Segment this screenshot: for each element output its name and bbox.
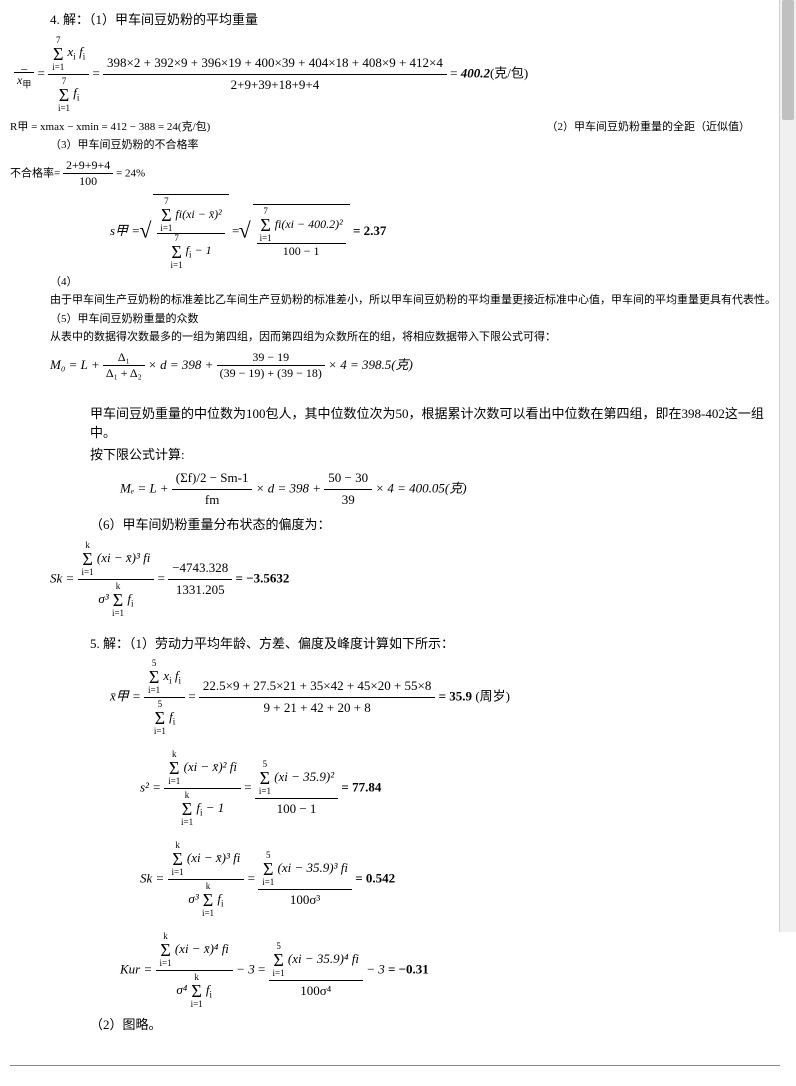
q5-skew-num: (xi − x̄)³ fi [187,850,240,865]
median-num2: 50 − 30 [324,468,372,490]
skew-result: = −3.5632 [236,570,290,585]
q4-sd-formula: s甲 = 7Σi=1 fi(xi − x̄)² 7Σi=1 fi − 1 = 7… [110,194,780,270]
q5-mean-unit: (周岁) [475,689,510,704]
skew-lhs: Sk = [50,570,74,585]
q5-var-lhs: s² = [140,780,161,795]
q5-mean-lhs: x̄甲 = [110,689,141,704]
mode-lhs: M₀ = L + [50,357,100,372]
sd-den: 100 − 1 [257,244,346,260]
mean-den: 2+9+39+18+9+4 [103,75,447,96]
q5-var-num2: (xi − 35.9)² [274,769,334,784]
skew-eqnum: −4743.328 [168,558,232,580]
q5-kurt-num: (xi − x̄)⁴ fi [175,941,229,956]
reject-prefix: 不合格率= [10,167,60,179]
q5-skew-lhs: Sk = [140,871,164,886]
sub-jia: 甲 [22,80,31,90]
document-page: 4. 解：（1）甲车间豆奶粉的平均重量 _ x甲 = 7Σi=1 xi fi 7… [0,0,790,1086]
mode-d1: Δ₁ [103,350,145,367]
q4-reject-formula: 不合格率= 2+9+9+4 100 = 24% [10,158,780,190]
q4-skew-formula: Sk = kΣi=1 (xi − x̄)³ fi σ³ kΣi=1 fi = −… [50,539,780,620]
q5-kurt-lhs: Kur = [120,962,152,977]
q4-part4-text: 由于甲车间生产豆奶粉的标准差比乙车间生产豆奶粉的标准差小，所以甲车间豆奶粉的平均… [10,292,780,309]
page-bottom-rule [10,1065,780,1066]
q4-part6-label: （6）甲车间奶粉重量分布状态的偏度为： [10,515,780,535]
sum-lower2: i=1 [58,104,70,113]
q5-kurt-den2: 100σ⁴ [269,981,363,1002]
q4-header: 4. 解：（1）甲车间豆奶粉的平均重量 [10,10,780,30]
mode-tail: × 4 = 398.5(克) [328,357,413,372]
q5-kurt-m3b: − 3 [366,962,385,977]
median-den1: fm [172,490,253,511]
q4-part4-label: （4） [10,274,780,291]
mean-result: 400.2 [461,65,490,80]
q5-skew-num2: (xi − 35.9)³ fi [278,860,348,875]
q4-mean-formula: _ x甲 = 7Σi=1 xi fi 7Σi=1 fi = 398×2 + 39… [14,34,780,115]
median-den2: 39 [324,490,372,511]
mode-mid: × d = 398 + [148,357,213,372]
scrollbar-thumb[interactable] [782,0,794,120]
median-mid: × d = 398 + [256,481,321,496]
q5-header: 5. 解：（1）劳动力平均年龄、方差、偏度及峰度计算如下所示： [10,634,780,654]
q5-kurt-m3a: − 3 [236,962,255,977]
q4-part5-label: （5）甲车间豆奶粉重量的众数 [10,311,780,328]
q5-skew-result: = 0.542 [355,871,395,886]
mean-unit: (克/包) [490,65,528,80]
q5-mean-num: 22.5×9 + 27.5×21 + 35×42 + 45×20 + 55×8 [199,676,435,698]
reject-num: 2+9+9+4 [63,158,113,175]
q5-var-result: = 77.84 [341,780,381,795]
reject-result: = 24% [116,167,145,179]
skew-num: (xi − x̄)³ fi [97,550,150,565]
q5-skew-den2: 100σ³ [258,890,352,911]
q4-mode-formula: M₀ = L + Δ₁ Δ₁ + Δ₂ × d = 398 + 39 − 19 … [50,350,780,382]
q4-part5-text: 从表中的数据得次数最多的一组为第四组，因而第四组为众数所在的组，将相应数据带入下… [10,329,780,346]
q5-var-formula: s² = kΣi=1 (xi − x̄)² fi kΣi=1 fi − 1 = … [140,748,780,829]
mode-d12: Δ₁ + Δ₂ [103,366,145,382]
mode-den2: (39 − 19) + (39 − 18) [217,366,325,382]
sd-result: = 2.37 [353,223,386,238]
reject-den: 100 [63,174,113,190]
q5-var-num: (xi − x̄)² fi [184,759,237,774]
q5-mean-formula: x̄甲 = 5Σi=1 xi fi 5Σi=1 fi = 22.5×9 + 27… [110,657,780,738]
q4-part2-label: （2）甲车间豆奶粉重量的全距（近似值） [547,119,751,136]
sd-lhs: s甲 = [110,223,140,238]
sd-num1: fi(xi − x̄)² [175,206,221,220]
q4-median-intro1: 甲车间豆奶重量的中位数为100包人，其中位数位次为50，根据累计次数可以看出中位… [10,404,780,443]
median-lhs: Mₑ = L + [120,481,169,496]
sd-num2: fi(xi − 400.2)² [275,217,343,231]
q5-part2: （2）图略。 [10,1015,780,1035]
q5-var-den2: 100 − 1 [255,799,338,820]
q5-kurt-result: = −0.31 [388,962,429,977]
q5-mean-result: = 35.9 [439,689,472,704]
q4-part3-label: （3）甲车间豆奶粉的不合格率 [10,137,780,154]
mode-num2: 39 − 19 [217,350,325,367]
q4-median-formula: Mₑ = L + (Σf)/2 − Sm-1 fm × d = 398 + 50… [120,468,780,511]
q5-kurt-num2: (xi − 35.9)⁴ fi [288,951,359,966]
q5-kurt-formula: Kur = kΣi=1 (xi − x̄)⁴ fi σ⁴ kΣi=1 fi − … [120,930,780,1011]
vertical-scrollbar[interactable] [779,0,796,932]
median-num1: (Σf)/2 − Sm-1 [172,468,253,490]
q5-mean-den: 9 + 21 + 42 + 20 + 8 [199,698,435,719]
sum-lower: i=1 [52,63,64,72]
q4-median-intro2: 按下限公式计算: [10,445,780,465]
median-tail: × 4 = 400.05(克) [375,481,466,496]
skew-eqden: 1331.205 [168,580,232,601]
q5-skew-formula: Sk = kΣi=1 (xi − x̄)³ fi σ³ kΣi=1 fi = 5… [140,839,780,920]
mean-num: 398×2 + 392×9 + 396×19 + 400×39 + 404×18… [103,53,447,75]
